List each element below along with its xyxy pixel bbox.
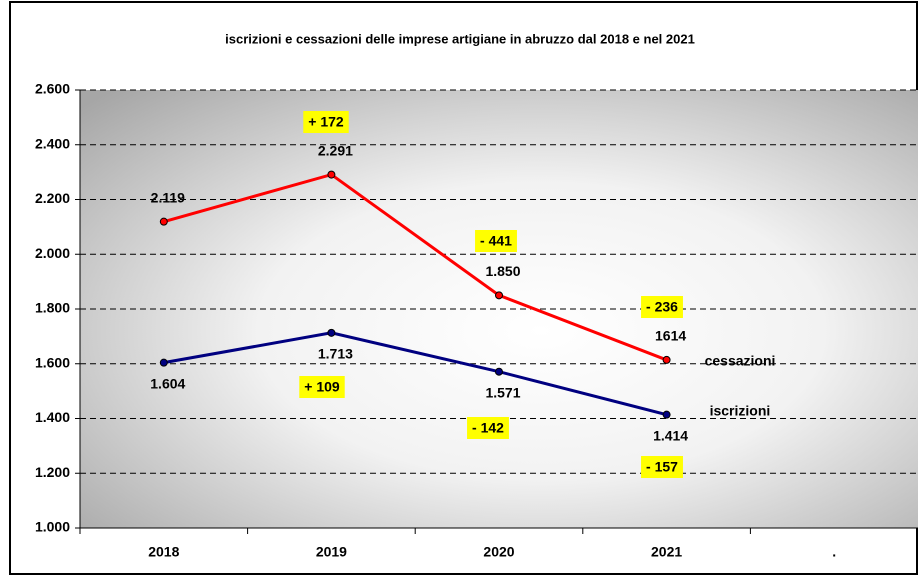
plot-area	[80, 90, 918, 528]
y-tick-label: 1.600	[35, 354, 70, 370]
x-tick-label: 2019	[316, 544, 347, 560]
point	[159, 217, 168, 226]
annotation: - 236	[646, 299, 678, 315]
series-line	[163, 331, 667, 417]
data-label: 2.291	[318, 142, 353, 158]
point	[327, 328, 336, 337]
point	[495, 367, 503, 376]
annotation-box	[641, 296, 683, 318]
point	[159, 358, 168, 367]
data-label: 1614	[655, 328, 686, 344]
chart-title: iscrizioni e cessazioni delle imprese ar…	[225, 31, 695, 46]
annotation-box	[303, 111, 349, 133]
data-label: 1.604	[150, 375, 185, 391]
series-line	[163, 172, 668, 362]
annotation-box	[475, 230, 517, 252]
annotation-box	[641, 456, 683, 478]
y-tick-label: 1.200	[35, 464, 70, 480]
x-tick-label: 2018	[148, 544, 179, 560]
point	[327, 170, 336, 179]
data-label: 1.414	[653, 427, 688, 443]
point	[495, 291, 503, 300]
annotation: + 172	[308, 114, 344, 130]
series-name: cessazioni	[705, 353, 776, 369]
y-tick-label: 1.800	[35, 300, 70, 316]
y-tick-label: 2.400	[35, 135, 70, 151]
annotation: - 142	[472, 420, 504, 436]
x-tick-label: .	[832, 544, 836, 560]
point	[662, 410, 671, 419]
point	[662, 355, 671, 364]
annotation: - 157	[646, 459, 678, 475]
y-tick-label: 2.600	[35, 81, 70, 97]
data-label: 1.850	[485, 263, 520, 279]
y-tick-label: 1.400	[35, 409, 70, 425]
annotation-box	[299, 376, 345, 398]
series-name: iscrizioni	[710, 402, 771, 418]
data-label: 1.571	[485, 384, 520, 400]
annotation: + 109	[304, 379, 340, 395]
y-tick-label: 2.000	[35, 245, 70, 261]
x-tick-label: 2021	[651, 544, 682, 560]
y-tick-label: 1.000	[35, 519, 70, 535]
data-label: 2.119	[151, 189, 185, 205]
y-tick-label: 2.200	[35, 190, 70, 206]
x-tick-label: 2020	[483, 544, 514, 560]
annotation: - 441	[480, 233, 512, 249]
data-label: 1.713	[318, 346, 353, 362]
annotation-box	[467, 417, 509, 439]
